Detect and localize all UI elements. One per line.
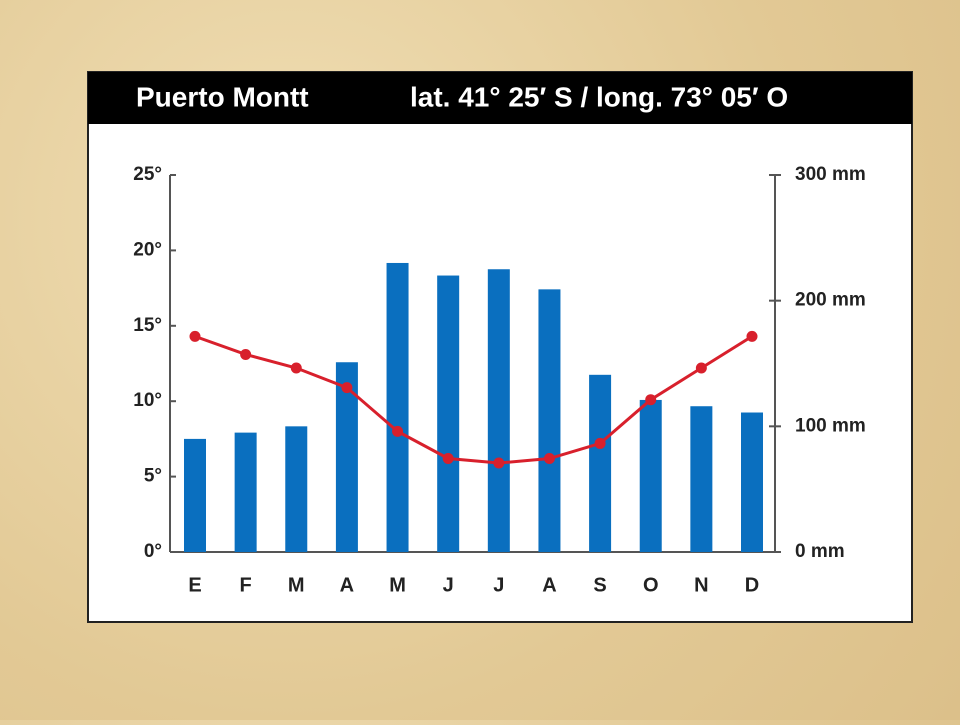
y2-tick-label: 200 mm <box>795 290 866 311</box>
x-tick-label: J <box>443 574 454 596</box>
y-tick-label: 5° <box>144 466 162 487</box>
bar <box>538 289 561 552</box>
bar <box>589 374 612 552</box>
title-bar <box>88 72 912 124</box>
y2-tick-label: 300 mm <box>795 164 866 185</box>
line-marker <box>543 453 555 465</box>
line-marker <box>341 382 353 394</box>
chart-title: Puerto Montt <box>136 81 309 112</box>
bar <box>487 269 510 552</box>
x-tick-label: A <box>340 574 354 596</box>
line-marker <box>189 330 201 342</box>
bar <box>234 432 257 552</box>
y2-tick-label: 0 mm <box>795 541 845 562</box>
bar <box>639 399 662 552</box>
line-marker <box>240 348 252 360</box>
bar <box>335 362 358 552</box>
bar <box>184 438 206 552</box>
y-tick-label: 15° <box>133 315 162 336</box>
chart-subtitle: lat. 41° 25′ S / long. 73° 05′ O <box>410 81 788 112</box>
line-marker <box>594 437 606 449</box>
line <box>194 334 753 465</box>
bar <box>285 426 308 552</box>
x-tick-label: D <box>745 574 759 596</box>
x-tick-label: A <box>542 574 556 596</box>
bar <box>690 406 713 552</box>
x-tick-label: M <box>288 574 305 596</box>
y2-tick-label: 100 mm <box>795 415 866 436</box>
x-tick-label: F <box>240 574 252 596</box>
line-marker <box>392 425 404 437</box>
x-tick-label: S <box>593 574 606 596</box>
line-marker <box>645 394 657 406</box>
y-tick-label: 25° <box>133 164 162 185</box>
bar <box>741 412 763 552</box>
x-tick-label: M <box>389 574 406 596</box>
x-tick-label: J <box>493 574 504 596</box>
y-tick-label: 0° <box>144 541 162 562</box>
bar <box>386 262 409 552</box>
x-tick-label: E <box>188 574 201 596</box>
line-marker <box>442 453 454 465</box>
x-tick-label: O <box>643 574 659 596</box>
line-marker <box>493 457 505 469</box>
y-tick-label: 20° <box>133 239 162 260</box>
line-marker <box>746 330 758 342</box>
y-tick-label: 10° <box>133 390 162 411</box>
bar <box>437 275 460 552</box>
line-marker <box>290 362 302 374</box>
x-tick-label: N <box>694 574 708 596</box>
line-marker <box>695 362 707 374</box>
